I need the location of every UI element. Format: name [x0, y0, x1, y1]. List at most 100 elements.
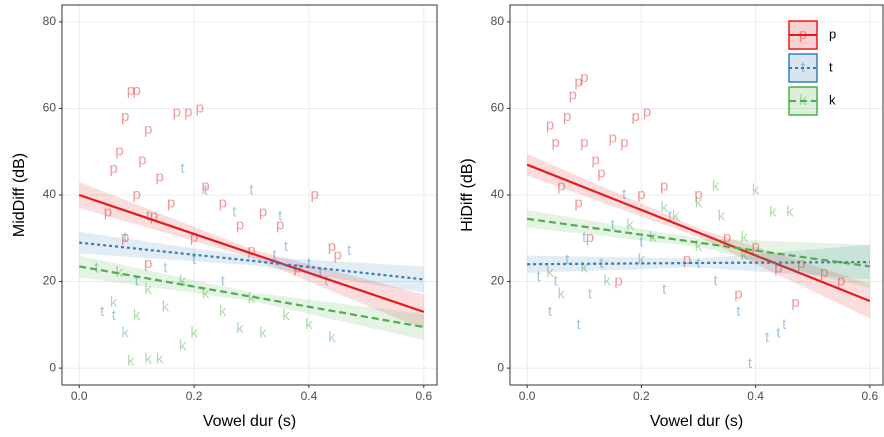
- point-marker: p: [660, 177, 668, 194]
- point-marker: t: [112, 307, 117, 324]
- point-marker: k: [179, 273, 187, 290]
- point-marker: p: [150, 208, 158, 225]
- point-marker: p: [196, 99, 204, 116]
- point-marker: p: [797, 255, 805, 272]
- point-marker: t: [163, 260, 168, 277]
- point-marker: p: [138, 151, 146, 168]
- point-marker: t: [284, 238, 289, 255]
- point-marker: k: [116, 264, 124, 281]
- point-marker: t: [782, 316, 787, 333]
- x-axis-title: Vowel dur (s): [203, 413, 296, 430]
- y-tick-label: 20: [43, 274, 57, 288]
- point-marker: t: [135, 273, 140, 290]
- point-marker: p: [311, 186, 319, 203]
- point-marker: t: [582, 229, 587, 246]
- point-marker: k: [649, 229, 657, 246]
- point-marker: p: [121, 229, 129, 246]
- point-marker: t: [776, 324, 781, 341]
- point-marker: p: [734, 286, 742, 303]
- point-marker: t: [696, 255, 701, 272]
- point-marker: p: [276, 216, 284, 233]
- confidence-band: [79, 182, 424, 330]
- point-marker: p: [259, 203, 267, 220]
- x-tick-label: 0.6: [415, 389, 432, 403]
- point-marker: t: [146, 208, 151, 225]
- point-marker: p: [643, 104, 651, 121]
- point-marker: t: [748, 355, 753, 372]
- point-marker: p: [132, 82, 140, 99]
- point-marker: p: [774, 260, 782, 277]
- point-marker: k: [695, 195, 703, 212]
- point-marker: k: [248, 290, 256, 307]
- point-marker: t: [622, 186, 627, 203]
- point-marker: t: [554, 273, 559, 290]
- plot-border: [509, 4, 884, 386]
- point-marker: k: [740, 229, 748, 246]
- fit-line: [78, 193, 425, 313]
- point-marker: p: [614, 273, 622, 290]
- y-tick-label: 80: [43, 14, 57, 28]
- point-marker: k: [259, 324, 267, 341]
- point-marker: p: [751, 238, 759, 255]
- point-marker: t: [123, 229, 128, 246]
- point-marker: k: [144, 350, 152, 367]
- point-marker: t: [565, 251, 570, 268]
- point-marker: p: [837, 273, 845, 290]
- point-marker: p: [132, 186, 140, 203]
- y-tick-label: 80: [491, 14, 505, 28]
- x-tick-label: 0.6: [862, 389, 879, 403]
- point-marker: k: [558, 286, 566, 303]
- point-marker: t: [307, 255, 312, 272]
- point-marker: k: [786, 203, 794, 220]
- x-axis-title: Vowel dur (s): [650, 413, 743, 430]
- point-marker: p: [184, 104, 192, 121]
- point-marker: t: [662, 281, 667, 298]
- x-tick-label: 0.0: [519, 389, 536, 403]
- point-marker: k: [740, 247, 748, 264]
- legend-label: k: [829, 92, 836, 107]
- point-marker: p: [173, 104, 181, 121]
- confidence-band: [79, 231, 424, 293]
- x-tick-label: 0.0: [71, 389, 88, 403]
- point-marker: p: [115, 143, 123, 160]
- confidence-band: [527, 153, 870, 319]
- point-marker: k: [127, 353, 135, 370]
- point-marker: p: [574, 73, 582, 90]
- point-marker: p: [791, 294, 799, 311]
- point-marker: p: [723, 229, 731, 246]
- point-marker: k: [144, 281, 152, 298]
- point-marker: k: [162, 298, 170, 315]
- point-marker: p: [609, 130, 617, 147]
- point-marker: t: [221, 273, 226, 290]
- point-marker: p: [597, 164, 605, 181]
- point-marker: t: [100, 303, 105, 320]
- point-marker: p: [328, 238, 336, 255]
- point-marker: p: [820, 264, 828, 281]
- point-marker: t: [548, 303, 553, 320]
- confidence-band: [79, 255, 424, 340]
- fit-line: [526, 163, 871, 303]
- point-marker: p: [236, 216, 244, 233]
- point-marker: k: [546, 264, 554, 281]
- point-marker: p: [333, 247, 341, 264]
- y-tick-label: 40: [43, 187, 57, 201]
- point-marker: k: [282, 307, 290, 324]
- point-marker: t: [94, 260, 99, 277]
- point-marker: p: [201, 177, 209, 194]
- point-marker: p: [127, 82, 135, 99]
- point-marker: k: [718, 208, 726, 225]
- point-marker: k: [236, 320, 244, 337]
- legend-label: p: [829, 26, 836, 41]
- x-tick-label: 0.4: [747, 389, 764, 403]
- y-tick-label: 0: [49, 360, 56, 374]
- point-marker: k: [328, 329, 336, 346]
- y-tick-label: 20: [491, 274, 505, 288]
- legend-label: t: [829, 59, 833, 74]
- point-marker: p: [167, 195, 175, 212]
- point-marker: k: [179, 337, 187, 354]
- confidence-band: [527, 210, 870, 289]
- y-tick-label: 60: [491, 101, 505, 115]
- point-marker: t: [639, 234, 644, 251]
